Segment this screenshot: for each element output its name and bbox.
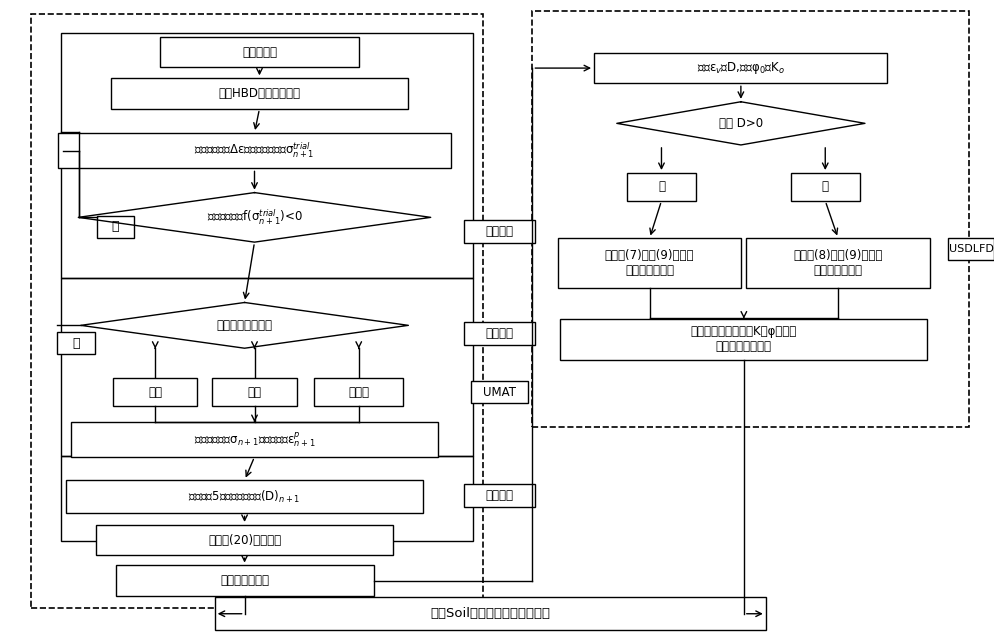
FancyBboxPatch shape [97, 216, 134, 238]
Text: 以场变量的形式输出K和φ，作为
参数输入下一时步: 以场变量的形式输出K和φ，作为 参数输入下一时步 [691, 325, 797, 353]
FancyBboxPatch shape [948, 239, 994, 260]
FancyBboxPatch shape [96, 525, 393, 555]
FancyBboxPatch shape [116, 565, 374, 596]
FancyBboxPatch shape [212, 378, 297, 406]
FancyBboxPatch shape [57, 332, 95, 354]
Text: USDLFD: USDLFD [949, 244, 994, 254]
FancyBboxPatch shape [464, 322, 535, 345]
Text: 损伤修正: 损伤修正 [486, 489, 514, 502]
FancyBboxPatch shape [471, 382, 528, 403]
FancyBboxPatch shape [111, 78, 408, 108]
Text: 否: 否 [822, 181, 829, 193]
Text: 塑性修正: 塑性修正 [486, 327, 514, 340]
Text: 提取ε$_v$和D,输入φ$_0$和K$_o$: 提取ε$_v$和D,输入φ$_0$和K$_o$ [697, 60, 785, 76]
FancyBboxPatch shape [66, 480, 423, 514]
Text: 力学场计算: 力学场计算 [242, 46, 277, 59]
Text: 弹性预测: 弹性预测 [486, 225, 514, 238]
Text: 根据式(20)修正应力: 根据式(20)修正应力 [208, 533, 281, 547]
FancyBboxPatch shape [594, 53, 887, 84]
Text: 根据式(7)和式(9)计算渗
透系数和孔隙度: 根据式(7)和式(9)计算渗 透系数和孔隙度 [605, 249, 694, 277]
FancyBboxPatch shape [71, 422, 438, 457]
FancyBboxPatch shape [215, 597, 766, 630]
Text: 棱线: 棱线 [148, 385, 162, 399]
Text: 根据式(8)和式(9)计算渗
透系数和孔隙度: 根据式(8)和式(9)计算渗 透系数和孔隙度 [793, 249, 883, 277]
FancyBboxPatch shape [314, 378, 403, 406]
Text: 屈服面: 屈服面 [348, 385, 369, 399]
Text: 否: 否 [112, 220, 119, 234]
FancyBboxPatch shape [58, 133, 451, 168]
Text: 根据式（5）更新损伤变量(D)$_{n+1}$: 根据式（5）更新损伤变量(D)$_{n+1}$ [188, 489, 301, 505]
Text: 根据应变增量Δε，计算预测应力σ$^{trial}_{n+1}$: 根据应变增量Δε，计算预测应力σ$^{trial}_{n+1}$ [194, 141, 315, 160]
FancyBboxPatch shape [558, 239, 741, 288]
FancyBboxPatch shape [113, 378, 197, 406]
FancyBboxPatch shape [746, 239, 930, 288]
Text: 是: 是 [658, 181, 665, 193]
Text: 力学场计算结束: 力学场计算结束 [220, 574, 269, 587]
Text: 塑性状态判断f(σ$^{trial}_{n+1}$)<0: 塑性状态判断f(σ$^{trial}_{n+1}$)<0 [207, 207, 302, 227]
Text: 判断应力回映位置: 判断应力回映位置 [217, 319, 273, 332]
Text: 计算更新应力σ$_{n+1}$，塑性应变ε$^p_{n+1}$: 计算更新应力σ$_{n+1}$，塑性应变ε$^p_{n+1}$ [194, 430, 315, 449]
FancyBboxPatch shape [627, 173, 696, 201]
Text: 判断 D>0: 判断 D>0 [719, 117, 763, 130]
FancyBboxPatch shape [464, 484, 535, 507]
Text: 输入HBD模型计算参数: 输入HBD模型计算参数 [218, 87, 300, 100]
Polygon shape [81, 302, 408, 348]
FancyBboxPatch shape [464, 220, 535, 243]
FancyBboxPatch shape [560, 319, 927, 360]
Polygon shape [617, 101, 865, 145]
Text: 基于Soil单元的流固耦合求解器: 基于Soil单元的流固耦合求解器 [430, 607, 550, 620]
Text: UMAT: UMAT [483, 385, 516, 399]
Polygon shape [78, 193, 431, 242]
FancyBboxPatch shape [160, 37, 359, 68]
FancyBboxPatch shape [791, 173, 860, 201]
Text: 尖点: 尖点 [248, 385, 262, 399]
Text: 是: 是 [72, 337, 80, 350]
